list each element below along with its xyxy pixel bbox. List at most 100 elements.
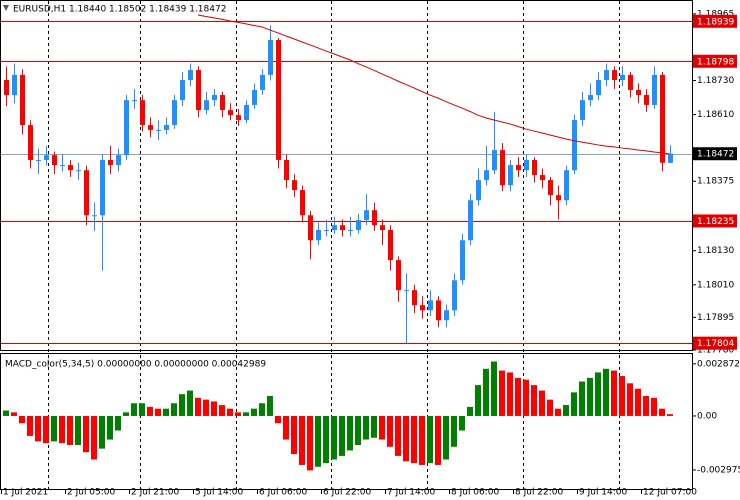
macd-bar [579,381,585,416]
symbol-icon [3,5,9,11]
macd-bar [59,415,65,444]
macd-bar [75,415,81,445]
y-tick-label: 1.18130 [697,246,734,256]
candle-body [44,155,49,160]
candle-body [244,104,249,120]
macd-bar [635,388,641,416]
macd-bar [19,415,25,424]
y-tick-label: 1.18965 [697,9,734,19]
candle-body [396,260,401,291]
indicator-title: MACD_color(5,34,5) 0.00000000 0.00000000… [5,360,266,370]
candle-body [36,159,41,161]
candle-body [300,190,305,216]
macd-bar [395,415,401,456]
candle-body [588,95,593,101]
macd-bar [227,408,233,416]
chart-title: EURUSD,H1 1.18440 1.18502 1.18439 1.1847… [13,5,226,15]
candle-body [388,230,393,261]
candle-body [364,210,369,221]
macd-bar [595,372,601,416]
macd-bar [651,397,657,416]
candle-body [516,165,521,171]
candle-body [668,153,673,163]
candle-body [444,310,449,321]
candle-body [132,100,137,102]
macd-bar [419,415,425,465]
y-tick-label: -0.002975 [697,465,740,475]
x-tick-label: 12 Jul 07:00 [643,488,697,498]
y-tick-label: 1.17780 [697,346,734,356]
macd-bar [291,415,297,455]
candle-body [644,95,649,105]
macd-bar [491,361,497,416]
candle-body [492,150,497,171]
macd-bar [347,415,353,451]
y-tick-label: 1.18730 [697,76,734,86]
macd-bar [51,415,57,442]
candle-body [572,119,577,171]
price-label: 1.18472 [697,150,734,160]
macd-bar [627,383,633,416]
candle-body [612,70,617,80]
candle-body [252,89,257,105]
macd-bar [603,368,609,416]
macd-bar [3,410,9,416]
macd-bar [147,406,153,416]
macd-bar [83,415,89,453]
candle-body [204,100,209,111]
candle-body [636,89,641,96]
macd-bar [163,408,169,416]
macd-bar [571,392,577,416]
candle-body [348,230,353,232]
candle-body [92,215,97,217]
macd-bar [563,405,569,416]
candle-body [404,290,409,292]
macd-bar [643,396,649,416]
x-tick-label: 7 Jul 14:00 [387,488,436,498]
macd-bar [283,415,289,440]
candle-body [468,200,473,241]
candle-body [100,159,105,216]
candle-body [500,150,505,186]
x-tick-label: 8 Jul 22:00 [515,488,564,498]
macd-bar [467,406,473,416]
candle-body [380,225,385,231]
candle-body [596,79,601,96]
candle-body [476,180,481,201]
macd-bar [35,415,41,442]
candle-body [4,79,9,96]
macd-bar [411,415,417,464]
macd-bar [483,368,489,416]
main-frame [0,0,693,351]
macd-bar [243,412,249,416]
candle-body [332,225,337,231]
histogram [3,361,673,471]
macd-bar [155,408,161,416]
macd-bar [203,399,209,416]
macd-bar [107,415,113,440]
candle-body [452,280,457,311]
macd-bar [619,376,625,416]
candles [4,25,673,344]
candle-body [292,180,297,191]
candle-body [116,155,121,166]
candle-body [540,175,545,181]
candle-body [124,100,129,156]
candle-body [84,170,89,216]
macd-bar [139,403,145,416]
candle-body [660,74,665,163]
macd-bar [515,377,521,416]
candle-body [172,100,177,126]
y-tick-label: 0.00 [697,411,717,421]
x-tick-label: 1 Jul 2021 [3,488,48,498]
candle-body [196,70,201,111]
macd-bar [363,415,369,440]
macd-bar [443,415,449,460]
level-label-box [693,214,737,228]
macd-bar [659,408,665,416]
macd-bar [299,415,305,465]
y-tick-label: 1.18375 [697,177,734,187]
candle-body [12,74,17,96]
candle-body [220,95,225,111]
